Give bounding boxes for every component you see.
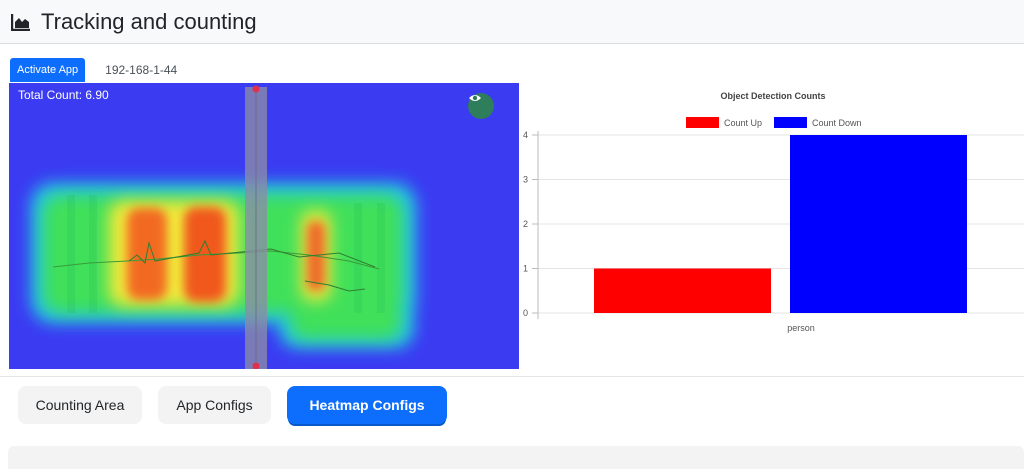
legend-swatch (686, 117, 719, 128)
chart-title: Object Detection Counts (720, 91, 825, 101)
page-header: Tracking and counting (0, 0, 1024, 44)
heatmap-canvas (9, 83, 519, 369)
y-tick-label: 1 (523, 264, 528, 274)
detection-chart-svg: Object Detection Counts Count Up Count Dow… (523, 91, 1024, 333)
legend-label: Count Down (812, 118, 862, 128)
total-count-label: Total Count: 6.90 (18, 88, 109, 102)
y-tick-label: 4 (523, 130, 528, 140)
legend-swatch (774, 117, 807, 128)
bar-count-up (594, 268, 771, 313)
toggle-visibility-button[interactable] (468, 93, 494, 119)
y-tick-label: 0 (523, 308, 528, 318)
config-button-row: Counting Area App Configs Heatmap Config… (18, 385, 463, 425)
legend-label: Count Up (724, 118, 762, 128)
eye-icon (469, 95, 481, 101)
counting-area-button[interactable]: Counting Area (18, 386, 142, 424)
app-configs-button[interactable]: App Configs (158, 386, 271, 424)
detection-chart: Object Detection Counts Count Up Count Dow… (520, 83, 1024, 373)
y-tick-label: 3 (523, 175, 528, 185)
area-chart-icon (11, 13, 30, 31)
x-tick-label: person (787, 323, 815, 333)
device-tab[interactable]: 192-168-1-44 (105, 63, 178, 77)
heatmap-configs-button[interactable]: Heatmap Configs (287, 386, 447, 424)
heatmap-view[interactable]: Total Count: 6.90 (9, 83, 519, 369)
config-panel (8, 446, 1024, 469)
section-divider (0, 376, 1024, 377)
page-title: Tracking and counting (41, 8, 257, 34)
bar-count-down (790, 135, 967, 313)
app-tab-bar: Activate App 192-168-1-44 (10, 58, 177, 82)
y-tick-label: 2 (523, 219, 528, 229)
activate-app-button[interactable]: Activate App (10, 58, 86, 82)
